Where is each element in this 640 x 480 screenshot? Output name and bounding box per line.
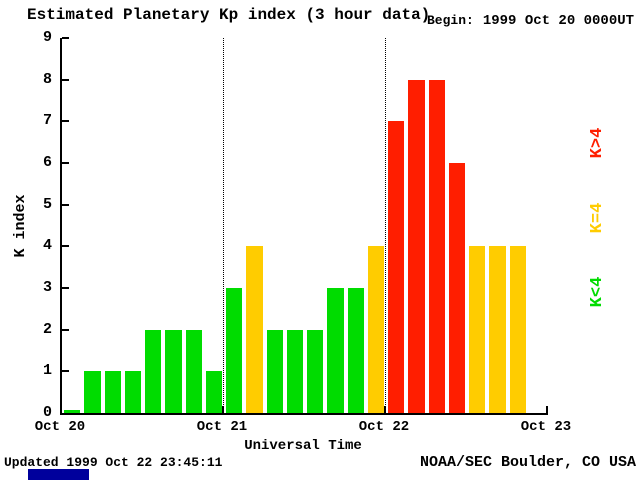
x-tick-label: Oct 20 bbox=[34, 419, 86, 435]
y-axis-title: K index bbox=[12, 194, 29, 258]
y-tick-label: 8 bbox=[42, 70, 52, 88]
y-tick-label: 1 bbox=[42, 362, 52, 380]
kp-bar bbox=[408, 79, 425, 413]
kp-bar bbox=[64, 410, 81, 413]
updated-timestamp: Updated 1999 Oct 22 23:45:11 bbox=[4, 455, 223, 470]
kp-bar bbox=[226, 288, 243, 413]
y-tick bbox=[62, 203, 69, 206]
kp-bar bbox=[469, 246, 486, 413]
day-gridline bbox=[223, 38, 224, 413]
legend-k-gt-4: K>4 bbox=[588, 127, 607, 159]
kp-bar bbox=[509, 246, 526, 413]
y-tick bbox=[62, 328, 69, 331]
kp-bar bbox=[347, 288, 364, 413]
plot-area bbox=[60, 37, 548, 415]
y-tick bbox=[62, 120, 69, 123]
day-gridline bbox=[385, 38, 386, 413]
kp-bar bbox=[205, 371, 222, 413]
y-tick-label: 9 bbox=[42, 29, 52, 46]
x-tick-label: Oct 21 bbox=[196, 419, 248, 435]
x-tick-label: Oct 23 bbox=[520, 419, 572, 435]
begin-value: 1999 Oct 20 0000UT bbox=[482, 13, 635, 29]
y-tick-label: 4 bbox=[42, 237, 52, 255]
kp-bar bbox=[246, 246, 263, 413]
begin-label: Begin: bbox=[427, 13, 474, 28]
kp-bar bbox=[428, 79, 445, 413]
kp-bar bbox=[266, 329, 283, 413]
y-tick-label: 7 bbox=[42, 112, 52, 130]
y-tick-label: 5 bbox=[42, 195, 52, 213]
y-tick-label: 0 bbox=[42, 404, 52, 421]
kp-bar bbox=[388, 121, 405, 413]
y-tick bbox=[62, 37, 69, 39]
kp-bar bbox=[84, 371, 101, 413]
y-tick bbox=[62, 245, 69, 248]
chart-title: Estimated Planetary Kp index (3 hour dat… bbox=[27, 6, 431, 24]
kp-bar bbox=[327, 288, 344, 413]
credit-text: NOAA/SEC Boulder, CO USA bbox=[419, 454, 636, 471]
kp-bar bbox=[448, 163, 465, 413]
legend-k-lt-4: K<4 bbox=[588, 276, 607, 308]
kp-bar bbox=[145, 329, 162, 413]
kp-bar bbox=[286, 329, 303, 413]
sec-logo bbox=[28, 469, 89, 480]
legend-k-eq-4: K=4 bbox=[588, 202, 607, 234]
y-tick bbox=[62, 78, 69, 81]
x-axis-title: Universal Time bbox=[244, 438, 362, 454]
kp-bar bbox=[185, 329, 202, 413]
x-tick bbox=[222, 406, 224, 413]
kp-bar bbox=[367, 246, 384, 413]
x-tick bbox=[384, 406, 386, 413]
y-tick bbox=[62, 370, 69, 373]
kp-bar bbox=[104, 371, 121, 413]
y-tick bbox=[62, 162, 69, 164]
y-tick-label: 3 bbox=[42, 279, 52, 296]
y-tick bbox=[62, 287, 69, 289]
kp-bar bbox=[307, 329, 324, 413]
x-tick-label: Oct 22 bbox=[358, 419, 410, 435]
y-tick-label: 6 bbox=[42, 154, 52, 171]
kp-bar bbox=[124, 371, 141, 413]
y-tick-label: 2 bbox=[42, 320, 52, 338]
x-tick bbox=[546, 406, 548, 413]
begin-time: Begin: 1999 Oct 20 0000UT bbox=[427, 11, 634, 29]
kp-bar bbox=[489, 246, 506, 413]
kp-bar bbox=[165, 329, 182, 413]
